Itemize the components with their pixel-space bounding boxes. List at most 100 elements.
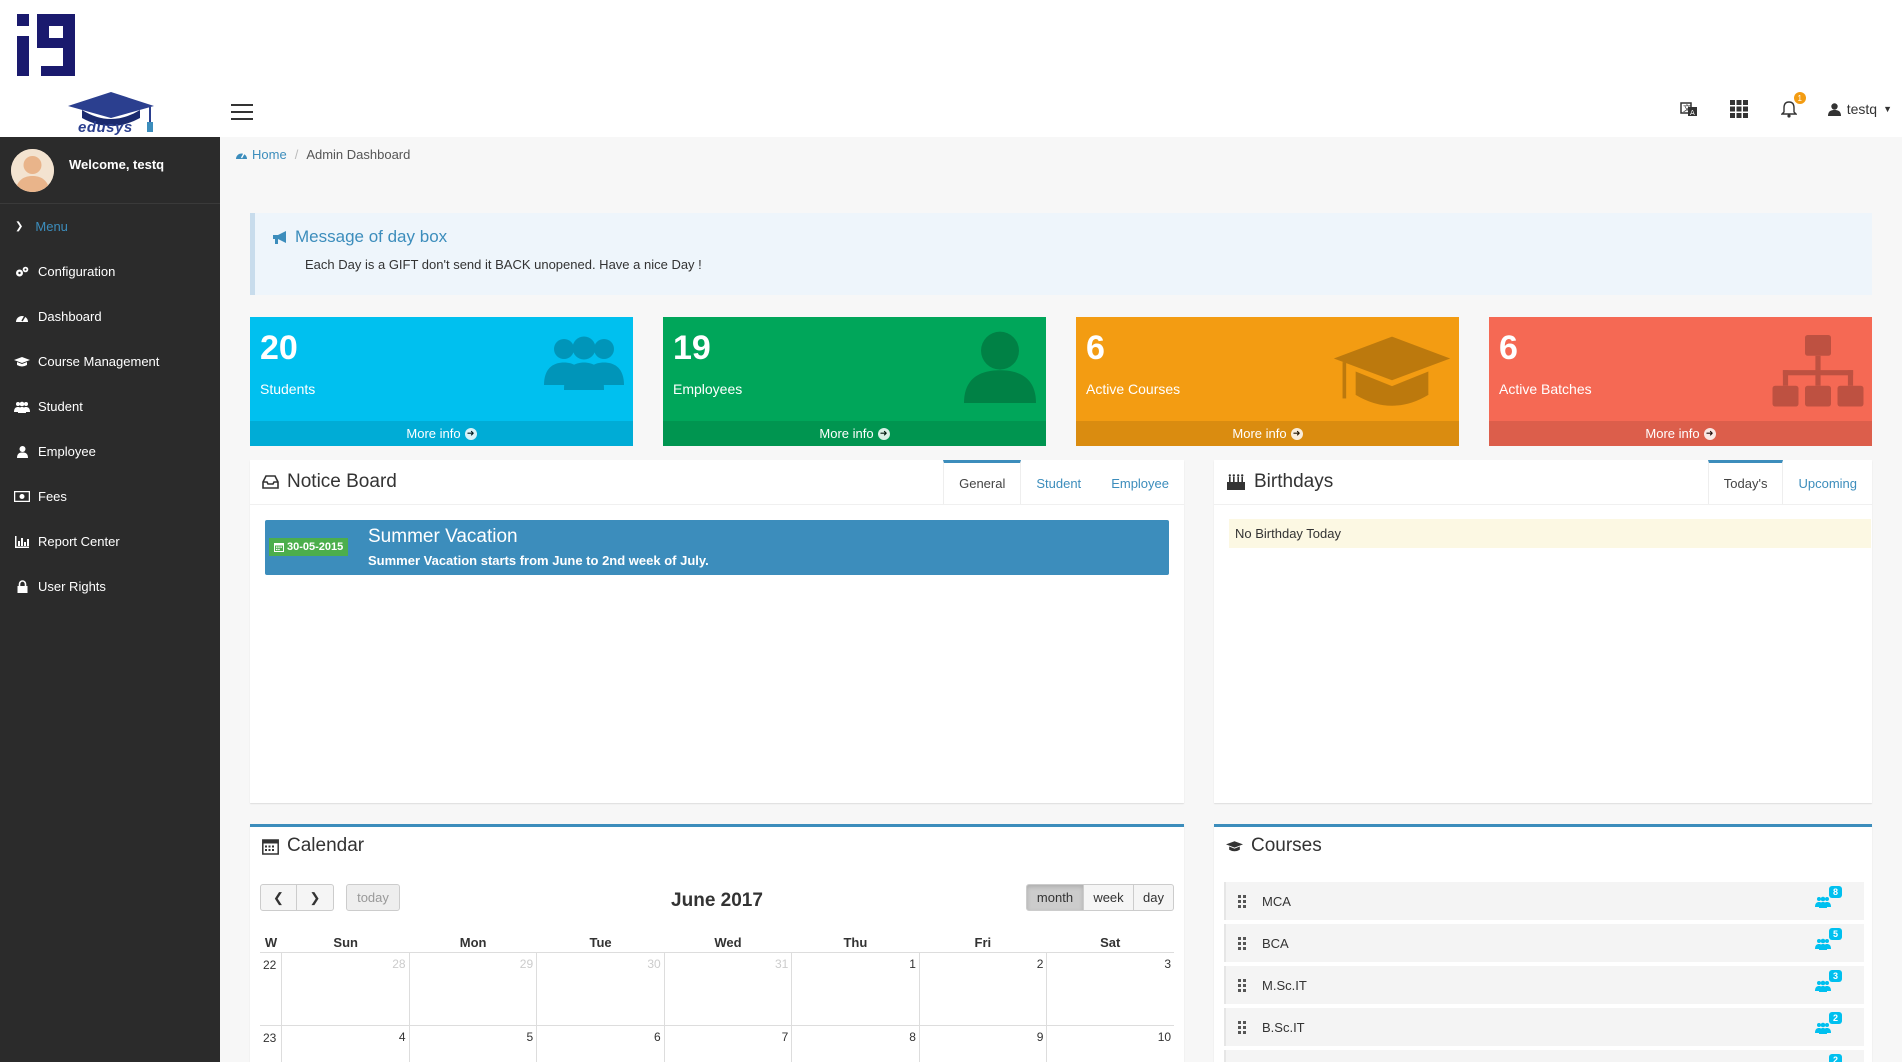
bar-chart-icon: [14, 535, 30, 549]
motd-text: Each Day is a GIFT don't send it BACK un…: [305, 257, 702, 272]
calendar-day[interactable]: 28: [282, 953, 410, 1025]
calendar-view-month[interactable]: month: [1026, 884, 1084, 911]
calendar-panel: Calendar ❮ ❯ today June 2017 month week …: [250, 824, 1184, 1062]
course-count: 2: [1814, 1012, 1842, 1034]
calendar-day[interactable]: 3: [1164, 957, 1172, 971]
notification-bell-icon[interactable]: 1: [1778, 92, 1806, 120]
gears-icon: [14, 265, 30, 279]
graduation-cap-icon: [1333, 336, 1451, 406]
sidebar-item-report-center[interactable]: Report Center: [0, 519, 220, 564]
birthday-cake-icon: [1227, 474, 1245, 490]
tab-todays[interactable]: Today's: [1707, 460, 1784, 504]
sidebar-toggle-button[interactable]: [231, 104, 253, 120]
calendar-prev-button[interactable]: ❮: [260, 884, 297, 911]
sidebar-item-course-management[interactable]: Course Management: [0, 339, 220, 384]
calendar-week-number: 22: [260, 953, 282, 1025]
calendar-day[interactable]: 10: [1157, 1030, 1172, 1044]
calendar-view-week[interactable]: week: [1084, 884, 1134, 911]
calendar-header-cell: Fri: [974, 935, 992, 950]
course-item-bsc-it[interactable]: B.Sc.IT 2: [1224, 1008, 1864, 1046]
motd-title: Message of day box: [295, 227, 448, 246]
stat-value: 20: [260, 329, 298, 367]
course-item-bca[interactable]: BCA 5: [1224, 924, 1864, 962]
caret-down-icon: ▼: [1883, 104, 1892, 114]
birthdays-panel: Birthdays Today's Upcoming No Birthday T…: [1214, 460, 1872, 803]
users-icon: [1814, 938, 1831, 950]
more-info-label: More info: [406, 426, 461, 441]
stat-value: 19: [673, 329, 711, 367]
main-content: Home / Admin Dashboard Message of day bo…: [220, 137, 1902, 1062]
tab-general[interactable]: General: [943, 460, 1022, 504]
users-icon: [14, 400, 30, 414]
breadcrumb: Home / Admin Dashboard: [235, 147, 410, 162]
course-item-partial[interactable]: 2: [1224, 1050, 1864, 1062]
course-count-badge: 5: [1828, 928, 1842, 940]
calendar-day[interactable]: 2: [920, 953, 1048, 1025]
sidebar-item-dashboard[interactable]: Dashboard: [0, 294, 220, 339]
active-courses-more-info-link[interactable]: More info ➜: [1076, 421, 1459, 446]
drag-handle-icon[interactable]: [1238, 894, 1248, 908]
menu-header[interactable]: ❯ Menu: [0, 204, 220, 249]
course-count-badge: 8: [1828, 886, 1842, 898]
message-of-day-box: Message of day box Each Day is a GIFT do…: [250, 213, 1872, 295]
active-courses-stat-box: 6 Active Courses More info ➜: [1076, 317, 1459, 446]
course-item-mca[interactable]: MCA 8: [1224, 882, 1864, 920]
course-count: 3: [1814, 970, 1842, 992]
user-icon: [964, 331, 1036, 403]
calendar-day[interactable]: 30: [537, 953, 665, 1025]
course-count: 2: [1815, 1054, 1842, 1062]
sidebar-item-employee[interactable]: Employee: [0, 429, 220, 474]
calendar-day[interactable]: 8: [792, 1026, 920, 1062]
menu-header-label: Menu: [35, 219, 68, 234]
notice-board-tabs: General Student Employee: [943, 460, 1184, 504]
tab-upcoming[interactable]: Upcoming: [1798, 476, 1857, 491]
calendar-view-day[interactable]: day: [1134, 884, 1174, 911]
students-more-info-link[interactable]: More info ➜: [250, 421, 633, 446]
money-icon: [14, 490, 30, 504]
sidebar-item-student[interactable]: Student: [0, 384, 220, 429]
employees-stat-box: 19 Employees More info ➜: [663, 317, 1046, 446]
birthdays-tabs: Today's Upcoming: [1707, 460, 1872, 504]
calendar-today-button[interactable]: today: [346, 884, 400, 911]
notification-badge: 1: [1793, 92, 1806, 104]
calendar-day[interactable]: 31: [665, 953, 793, 1025]
calendar-day[interactable]: 9: [920, 1026, 1048, 1062]
calendar-header-cell: Sat: [1100, 935, 1121, 950]
calendar-header-cell: Sun: [333, 935, 358, 950]
stat-value: 6: [1086, 329, 1105, 367]
breadcrumb-home[interactable]: Home: [235, 147, 287, 162]
course-item-msc-it[interactable]: M.Sc.IT 3: [1224, 966, 1864, 1004]
apps-grid-icon[interactable]: [1728, 98, 1750, 120]
edusys-logo: [68, 92, 154, 132]
sidebar-item-user-rights[interactable]: User Rights: [0, 564, 220, 609]
brand-logo: [17, 14, 75, 76]
calendar-grid: W Sun Mon Tue Wed Thu Fri Sat 22 28 29 3…: [260, 932, 1174, 1062]
tab-employee[interactable]: Employee: [1111, 476, 1169, 491]
calendar-header-cell: Mon: [459, 935, 487, 950]
active-batches-more-info-link[interactable]: More info ➜: [1489, 421, 1872, 446]
drag-handle-icon[interactable]: [1238, 1020, 1248, 1034]
calendar-next-button[interactable]: ❯: [297, 884, 334, 911]
chevron-left-icon: ❮: [273, 889, 284, 905]
drag-handle-icon[interactable]: [1238, 936, 1248, 950]
stat-label: Active Courses: [1086, 381, 1181, 397]
users-icon: [544, 336, 624, 390]
course-name: M.Sc.IT: [1262, 977, 1307, 993]
employees-more-info-link[interactable]: More info ➜: [663, 421, 1046, 446]
notice-item[interactable]: 30-05-2015 Summer Vacation Summer Vacati…: [265, 520, 1169, 575]
calendar-day[interactable]: 29: [410, 953, 538, 1025]
course-name: MCA: [1262, 893, 1291, 909]
user-menu[interactable]: testq ▼: [1827, 101, 1892, 117]
more-info-label: More info: [1645, 426, 1700, 441]
calendar-day[interactable]: 1: [792, 953, 920, 1025]
calendar-day[interactable]: 6: [537, 1026, 665, 1062]
sidebar-item-fees[interactable]: Fees: [0, 474, 220, 519]
drag-handle-icon[interactable]: [1238, 978, 1248, 992]
user-panel: Welcome, testq: [0, 137, 220, 204]
sidebar-item-configuration[interactable]: Configuration: [0, 249, 220, 294]
calendar-day[interactable]: 7: [665, 1026, 793, 1062]
calendar-day[interactable]: 4: [282, 1026, 410, 1062]
calendar-day[interactable]: 5: [410, 1026, 538, 1062]
tab-student[interactable]: Student: [1036, 476, 1082, 491]
